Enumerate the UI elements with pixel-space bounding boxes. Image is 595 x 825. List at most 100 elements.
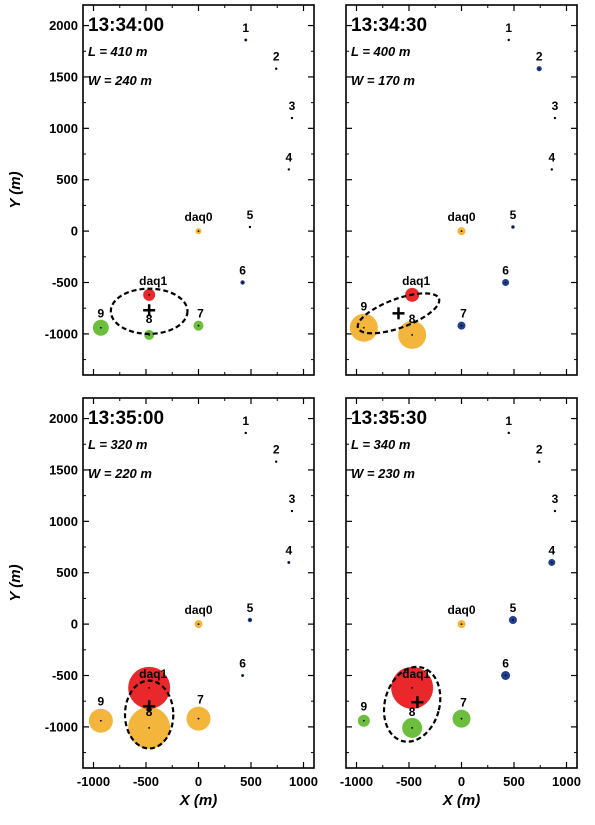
station-dot-5: [249, 226, 251, 228]
panel-length: L = 400 m: [351, 44, 411, 59]
station-label-1: 1: [505, 21, 512, 35]
x-tick-label: 0: [458, 774, 465, 789]
x-axis-title: X (m): [179, 792, 218, 809]
station-dot-2: [275, 67, 278, 70]
station-label-6: 6: [239, 657, 246, 671]
station-label-daq1: daq1: [402, 667, 430, 681]
station-label-9: 9: [361, 300, 368, 314]
y-tick-label: 1500: [49, 69, 78, 84]
station-label-5: 5: [247, 208, 254, 222]
station-dot-2: [538, 67, 541, 70]
y-tick-label: 1000: [49, 121, 78, 136]
station-label-5: 5: [510, 208, 517, 222]
station-dot-3: [291, 117, 293, 119]
station-dot-4: [287, 561, 290, 564]
station-label-8: 8: [409, 312, 416, 326]
station-label-9: 9: [361, 700, 368, 714]
station-label-daq1: daq1: [402, 274, 430, 288]
station-dot-7: [460, 324, 463, 327]
station-dot-4: [550, 168, 553, 171]
y-tick-label: 0: [71, 617, 78, 632]
x-tick-label: -500: [396, 774, 422, 789]
station-dot-daq0: [197, 230, 200, 233]
x-tick-label: -1000: [340, 774, 373, 789]
station-dot-5: [512, 226, 514, 228]
station-label-daq1: daq1: [139, 274, 167, 288]
station-dot-9: [99, 719, 102, 722]
station-label-daq0: daq0: [184, 210, 212, 224]
station-label-9: 9: [98, 695, 105, 709]
station-label-8: 8: [146, 312, 153, 326]
y-tick-label: 1500: [49, 462, 78, 477]
y-tick-label: 1000: [49, 514, 78, 529]
station-label-6: 6: [502, 657, 509, 671]
station-dot-1: [507, 432, 510, 434]
y-tick-label: -500: [52, 668, 78, 683]
station-dot-daq0: [197, 623, 200, 626]
station-dot-1: [244, 39, 247, 41]
station-dot-6: [241, 674, 244, 677]
station-label-4: 4: [548, 543, 555, 557]
x-tick-label: 0: [195, 774, 202, 789]
y-tick-label: -1000: [45, 326, 78, 341]
panel-4: -1000 -500 0 500 1000 X (m) 13:35:30 L = 340 m W…: [340, 397, 581, 809]
station-label-daq0: daq0: [184, 603, 212, 617]
station-label-8: 8: [146, 705, 153, 719]
station-dot-6: [241, 281, 244, 284]
x-tick-label: -1000: [77, 774, 110, 789]
station-label-7: 7: [197, 693, 204, 707]
station-label-5: 5: [247, 601, 254, 615]
station-label-2: 2: [536, 443, 543, 457]
panel-time: 13:34:00: [88, 15, 164, 36]
y-tick-label: 2000: [49, 411, 78, 426]
station-dot-8: [411, 727, 414, 729]
core-ellipse: [382, 665, 442, 743]
panel-time: 13:35:30: [351, 408, 427, 429]
station-dot-3: [554, 117, 556, 119]
station-dot-1: [244, 432, 247, 434]
station-label-5: 5: [510, 601, 517, 615]
station-label-daq1: daq1: [139, 667, 167, 681]
station-label-2: 2: [273, 443, 280, 457]
panel-width: W = 170 m: [351, 73, 415, 88]
core-ellipse: [356, 292, 441, 335]
station-label-9: 9: [98, 307, 105, 321]
station-dot-4: [550, 561, 553, 564]
station-dot-6: [504, 674, 507, 677]
station-dot-daq1: [411, 686, 414, 689]
station-dot-6: [504, 281, 507, 284]
station-dot-daq0: [460, 623, 463, 626]
x-tick-label: 500: [503, 774, 525, 789]
y-tick-label: 500: [56, 172, 78, 187]
core-ellipse: [109, 287, 189, 335]
station-dot-4: [287, 168, 290, 171]
station-label-7: 7: [460, 307, 467, 321]
station-dot-5: [249, 619, 251, 621]
station-label-6: 6: [239, 264, 246, 278]
station-dot-1: [507, 39, 510, 41]
station-dot-2: [275, 460, 278, 463]
station-dot-8: [148, 727, 151, 729]
x-tick-label: 1000: [289, 774, 318, 789]
station-dot-7: [197, 324, 200, 327]
station-label-3: 3: [289, 99, 296, 113]
y-tick-label: -1000: [45, 719, 78, 734]
station-label-7: 7: [197, 307, 204, 321]
station-label-daq0: daq0: [447, 210, 475, 224]
station-dot-daq0: [460, 230, 463, 233]
station-dot-daq1: [148, 686, 151, 689]
y-axis-title: Y (m): [7, 564, 24, 601]
core-ellipse: [123, 679, 175, 750]
panel-width: W = 220 m: [88, 466, 152, 481]
station-label-2: 2: [536, 50, 543, 64]
station-label-3: 3: [289, 492, 296, 506]
panel-length: L = 340 m: [351, 437, 411, 452]
station-dot-3: [291, 510, 293, 512]
y-axis-title: Y (m): [7, 171, 24, 208]
station-dot-3: [554, 510, 556, 512]
station-label-6: 6: [502, 264, 509, 278]
station-label-7: 7: [460, 696, 467, 710]
station-label-1: 1: [505, 414, 512, 428]
station-dot-2: [538, 460, 541, 463]
